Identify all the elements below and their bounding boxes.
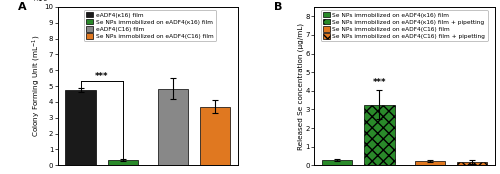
Y-axis label: Released Se concentration (μg/mL): Released Se concentration (μg/mL): [298, 23, 304, 150]
Legend: eADF4(κ16) film, Se NPs immobilized on eADF4(κ16) film, eADF4(C16) film, Se NPs : eADF4(κ16) film, Se NPs immobilized on e…: [84, 10, 216, 41]
Bar: [158, 89, 188, 165]
Text: B: B: [274, 2, 283, 12]
Text: A: A: [18, 2, 26, 12]
Bar: [108, 160, 138, 165]
Legend: Se NPs immobilized on eADF4(κ16) film, Se NPs immobilized on eADF4(κ16) film + p: Se NPs immobilized on eADF4(κ16) film, S…: [320, 10, 488, 41]
Text: ***: ***: [372, 78, 386, 87]
Y-axis label: Colony Forming Unit (mL$^{-1}$): Colony Forming Unit (mL$^{-1}$): [30, 35, 43, 137]
Bar: [414, 161, 445, 165]
Bar: [322, 160, 352, 165]
Text: $\times10^{8}$: $\times10^{8}$: [32, 0, 52, 5]
Bar: [364, 105, 394, 165]
Bar: [456, 162, 487, 165]
Text: ***: ***: [95, 72, 108, 81]
Bar: [66, 90, 96, 165]
Bar: [200, 107, 230, 165]
